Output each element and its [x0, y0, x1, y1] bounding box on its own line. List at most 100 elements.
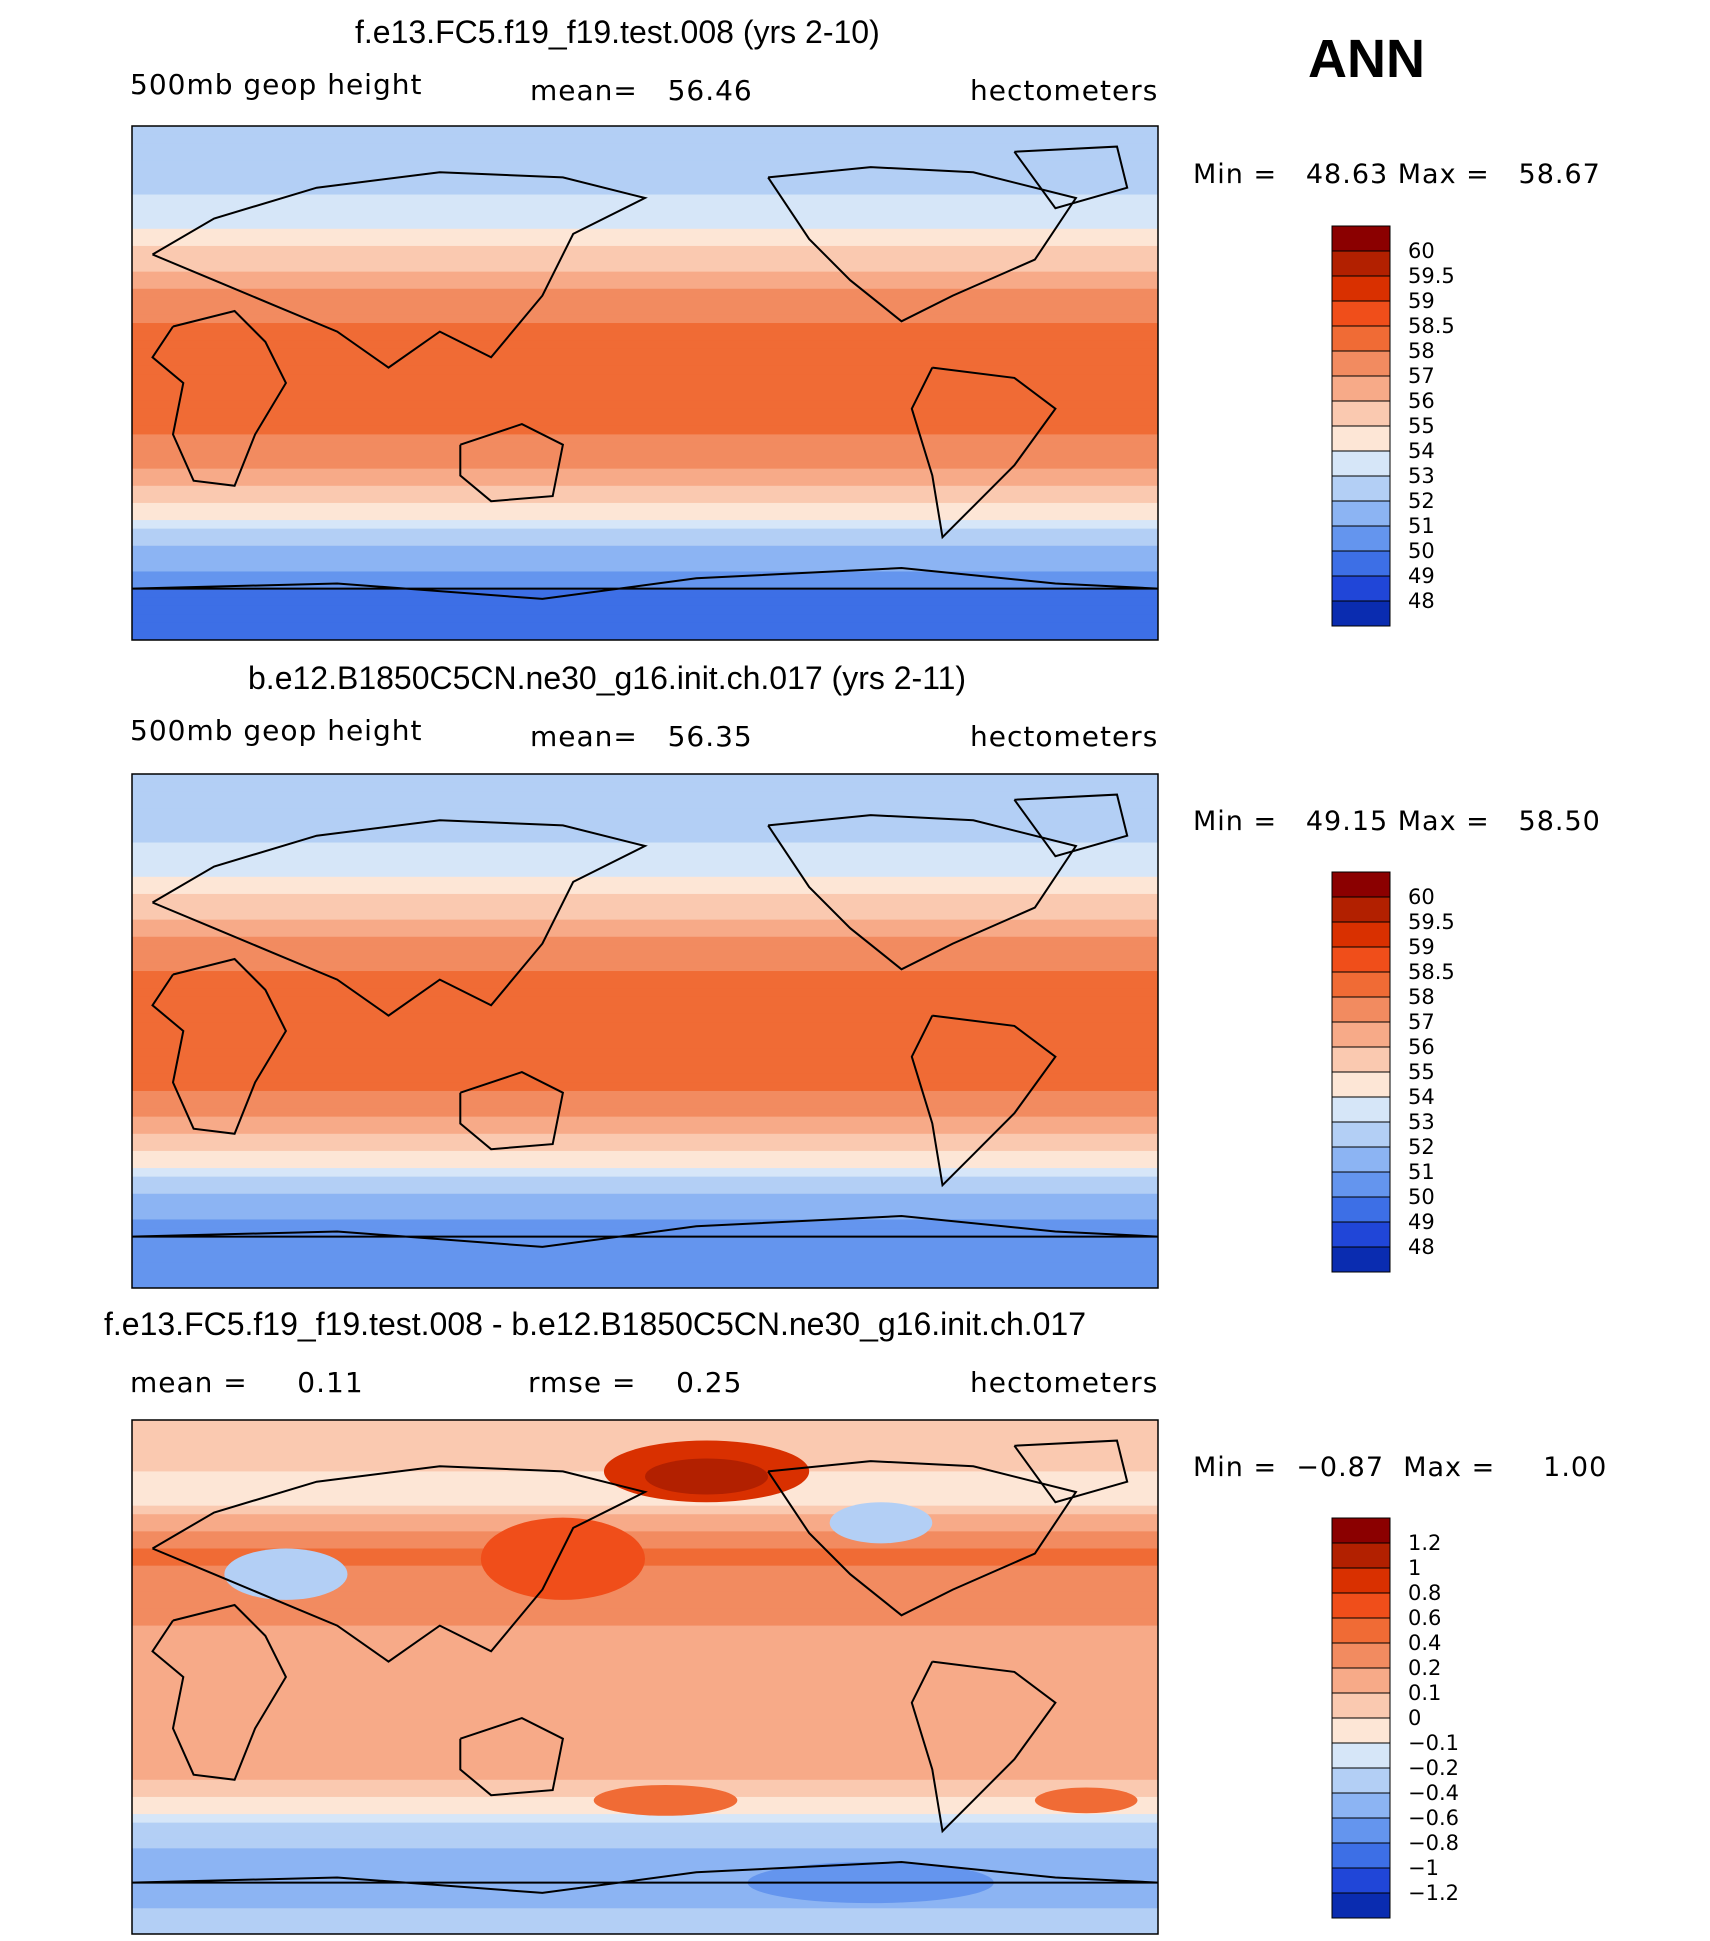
map-band	[132, 442, 1158, 453]
colorbar-swatch	[1331, 1692, 1391, 1719]
map-panel-2	[131, 773, 1159, 1289]
map-band	[132, 571, 1158, 582]
map-band	[132, 614, 1158, 624]
map-band	[132, 1574, 1158, 1584]
map-anomaly	[645, 1458, 769, 1495]
colorbar-swatch	[1331, 225, 1391, 252]
map-band	[132, 605, 1158, 616]
coastline	[1013, 145, 1129, 210]
colorbar-swatch	[1331, 275, 1391, 302]
colorbar-label: 52	[1408, 1135, 1435, 1159]
map-band	[132, 1497, 1158, 1507]
panel-1-units-label: hectometers	[970, 74, 1159, 107]
colorbar-3: 1.210.80.60.40.20.10−0.1−0.2−0.4−0.6−0.8…	[1331, 1517, 1459, 1919]
map-band	[132, 1865, 1158, 1876]
map-band	[132, 220, 1158, 230]
map-band	[132, 1031, 1158, 1041]
colorbar-swatch	[1331, 525, 1391, 552]
colorbar-swatch	[1331, 1246, 1391, 1273]
colorbar-swatch	[1331, 1717, 1391, 1744]
colorbar-swatch	[1331, 375, 1391, 402]
colorbar-label: 51	[1408, 1160, 1435, 1184]
map-band	[132, 562, 1158, 573]
map-band	[132, 1899, 1158, 1910]
colorbar-label: 53	[1408, 1110, 1435, 1134]
map-band	[132, 774, 1158, 784]
map-band	[132, 1668, 1158, 1678]
map-band	[132, 1625, 1158, 1636]
map-band	[132, 1133, 1158, 1144]
map-band	[132, 305, 1158, 316]
map-band	[132, 1771, 1158, 1781]
map-panel-1	[131, 125, 1159, 641]
panel-1-title: f.e13.FC5.f19_f19.test.008 (yrs 2-10)	[355, 14, 880, 50]
colorbar-label: 0.8	[1408, 1581, 1441, 1605]
map-band	[132, 1253, 1158, 1264]
colorbar-swatch	[1331, 1817, 1391, 1844]
coastline	[910, 366, 1057, 540]
map-field-1	[132, 126, 1158, 640]
map-band	[132, 1557, 1158, 1567]
map-band	[132, 1531, 1158, 1541]
map-band	[132, 1142, 1158, 1152]
colorbar-label: −0.1	[1408, 1731, 1459, 1755]
colorbar-label: 58.5	[1408, 314, 1455, 338]
colorbar-label: 0.4	[1408, 1631, 1441, 1655]
map-band	[132, 528, 1158, 539]
coastline	[151, 1465, 648, 1663]
colorbar-label: 52	[1408, 489, 1435, 513]
map-band	[132, 936, 1158, 947]
panel-1-minmax: Min = 48.63 Max = 58.67	[1193, 159, 1601, 190]
map-frame	[131, 125, 1159, 641]
map-band	[132, 485, 1158, 496]
map-band	[132, 1245, 1158, 1255]
panel-1-mean-value: 56.46	[667, 74, 753, 107]
colorbar-swatch	[1331, 1171, 1391, 1198]
map-band	[132, 263, 1158, 273]
panel-2-minmax: Min = 49.15 Max = 58.50	[1193, 806, 1601, 837]
map-band	[132, 919, 1158, 930]
colorbar-swatch	[1331, 1146, 1391, 1173]
coastline	[459, 1717, 565, 1797]
map-band	[132, 1005, 1158, 1015]
map-band	[132, 1210, 1158, 1221]
coastline	[151, 819, 648, 1017]
colorbar-swatch	[1331, 921, 1391, 948]
map-band	[132, 1719, 1158, 1730]
colorbar-label: 58	[1408, 985, 1435, 1009]
map-band	[132, 314, 1158, 325]
map-band	[132, 1856, 1158, 1867]
map-band	[132, 460, 1158, 470]
map-band	[132, 988, 1158, 998]
colorbar-label: −0.4	[1408, 1781, 1459, 1805]
colorbar-label: 53	[1408, 464, 1435, 488]
colorbar-swatch	[1331, 1592, 1391, 1619]
map-band	[132, 434, 1158, 444]
panel-3-rmse-label: rmse = 0.25	[528, 1366, 743, 1399]
panel-2-units-label: hectometers	[970, 720, 1159, 753]
coastline	[767, 1460, 1078, 1617]
season-label: ANN	[1308, 29, 1425, 89]
coastline	[910, 1660, 1057, 1834]
map-band	[132, 631, 1158, 640]
map-band	[132, 1548, 1158, 1559]
panel-3-units-label: hectometers	[970, 1366, 1159, 1399]
map-band	[132, 348, 1158, 359]
colorbar-swatch	[1331, 871, 1391, 898]
colorbar-label: 1	[1408, 1556, 1421, 1580]
map-band	[132, 408, 1158, 419]
map-band	[132, 554, 1158, 564]
map-band	[132, 971, 1158, 981]
colorbar-label: 60	[1408, 885, 1435, 909]
colorbar-swatch	[1331, 250, 1391, 277]
colorbar-label: −0.6	[1408, 1806, 1459, 1830]
map-band	[132, 126, 1158, 136]
map-band	[132, 1420, 1158, 1430]
coastline	[151, 309, 288, 487]
map-band	[132, 237, 1158, 247]
coastline	[910, 1014, 1057, 1188]
colorbar-swatch	[1331, 1842, 1391, 1869]
map-band	[132, 1822, 1158, 1833]
map-band	[132, 143, 1158, 153]
